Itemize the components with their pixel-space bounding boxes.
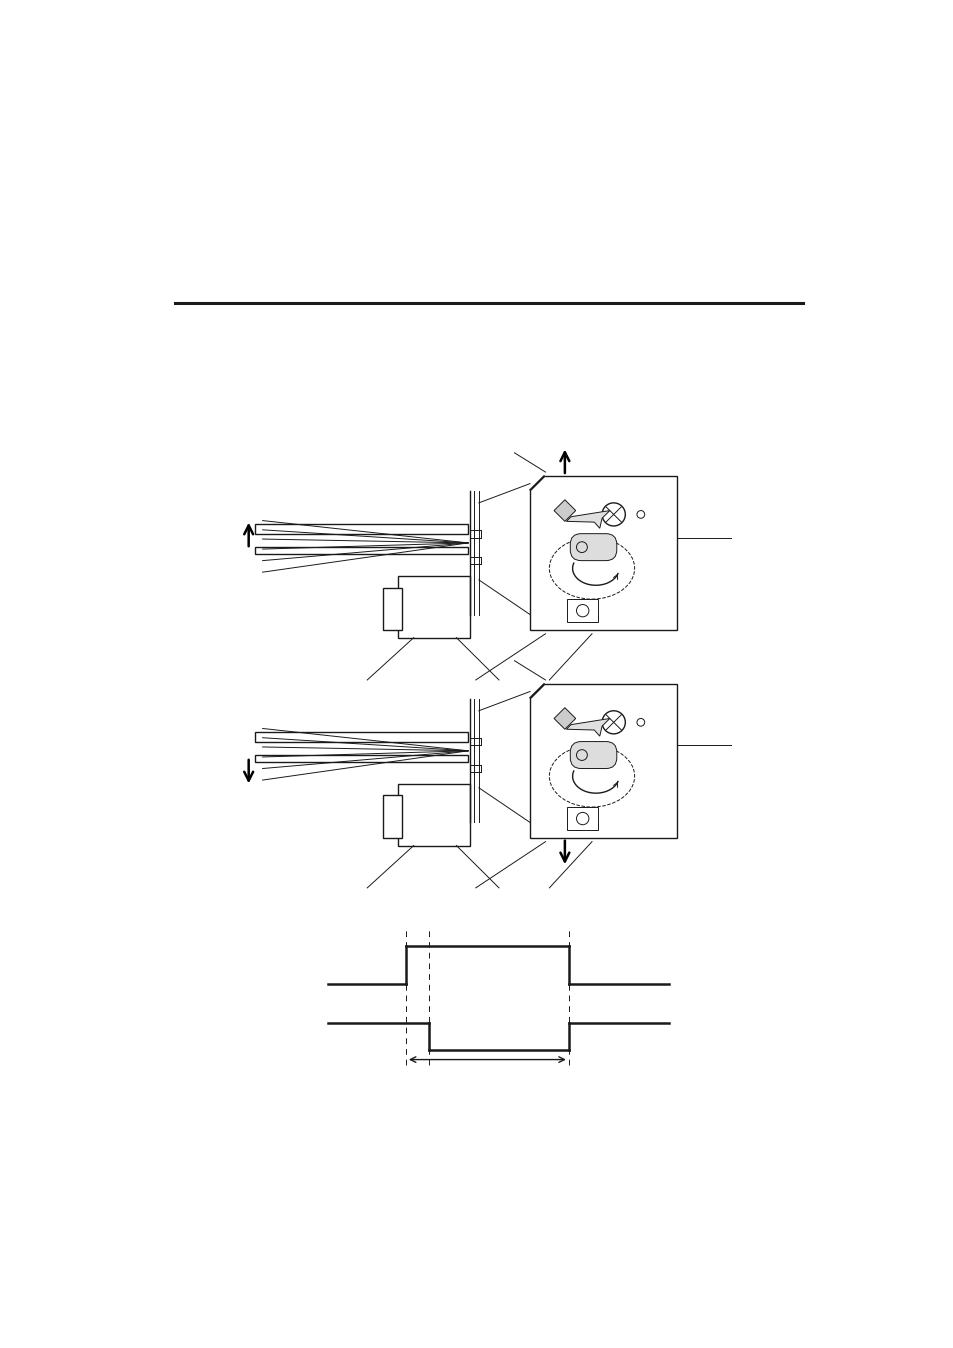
- Polygon shape: [397, 785, 469, 845]
- FancyBboxPatch shape: [570, 534, 617, 561]
- Polygon shape: [254, 523, 468, 534]
- Polygon shape: [566, 718, 609, 736]
- Polygon shape: [397, 576, 469, 638]
- Polygon shape: [254, 732, 468, 741]
- Polygon shape: [567, 807, 598, 830]
- FancyBboxPatch shape: [570, 741, 617, 768]
- Polygon shape: [530, 476, 677, 630]
- Polygon shape: [382, 795, 402, 838]
- Polygon shape: [382, 588, 402, 630]
- Polygon shape: [566, 511, 609, 528]
- Polygon shape: [554, 500, 575, 522]
- Polygon shape: [254, 755, 468, 763]
- Polygon shape: [530, 683, 677, 838]
- Polygon shape: [554, 708, 575, 729]
- Polygon shape: [254, 547, 468, 554]
- Polygon shape: [567, 599, 598, 623]
